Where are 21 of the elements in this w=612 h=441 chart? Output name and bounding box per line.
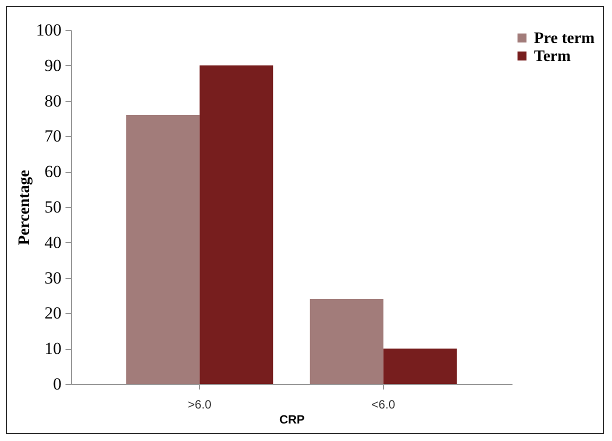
y-tick-label: 80 (44, 91, 62, 110)
y-tick-label: 90 (44, 56, 62, 75)
y-tick-label: 10 (44, 339, 62, 358)
bar (310, 299, 384, 384)
bar (200, 65, 274, 384)
x-tick-label: <6.0 (372, 398, 396, 412)
y-tick-label: 30 (44, 268, 62, 288)
y-tick-label: 0 (53, 374, 62, 394)
y-axis-title: Percentage (16, 170, 33, 246)
bar (126, 114, 200, 384)
x-axis-title: CRP (279, 412, 305, 426)
y-tick-label: 40 (44, 232, 62, 252)
y-tick-label: 20 (44, 304, 62, 323)
x-tick-label: >6.0 (188, 398, 212, 412)
y-tick-label: 70 (44, 126, 62, 146)
y-tick-label: 100 (36, 20, 62, 40)
y-tick-label: 60 (44, 162, 62, 182)
bar (383, 348, 457, 384)
legend-label: Term (534, 48, 572, 65)
legend-label: Pre term (534, 30, 596, 47)
y-tick-label: 50 (44, 198, 62, 216)
